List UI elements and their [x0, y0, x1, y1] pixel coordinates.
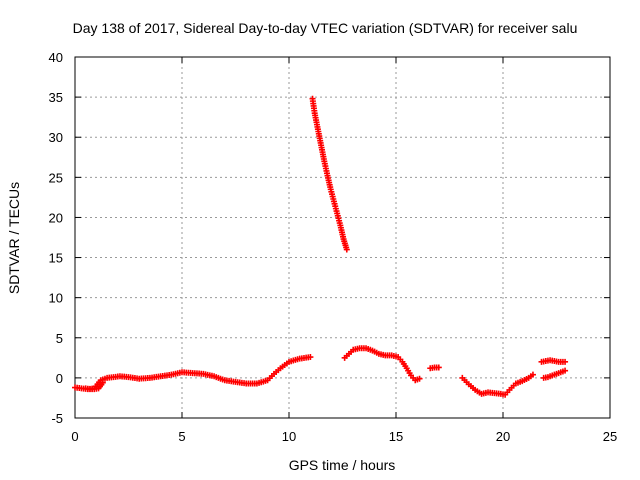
data-point — [307, 354, 314, 361]
y-tick-label: 40 — [49, 50, 63, 65]
series-segment-midday — [341, 345, 423, 384]
y-tick-label: 20 — [49, 210, 63, 225]
grid — [75, 57, 610, 418]
y-tick-label: -5 — [51, 411, 63, 426]
y-tick-label: 35 — [49, 90, 63, 105]
data-point — [416, 375, 423, 382]
series-segment-early-morning — [72, 354, 314, 393]
series-segment-evening — [459, 371, 536, 398]
series-segment-early-dip — [82, 379, 106, 393]
y-tick-label: 5 — [56, 331, 63, 346]
y-tick-label: 10 — [49, 291, 63, 306]
y-tick-label: 25 — [49, 170, 63, 185]
x-tick-label: 20 — [496, 429, 510, 444]
plot-frame — [74, 56, 611, 419]
series-segment-late-afternoon — [427, 364, 442, 372]
data-point — [562, 367, 569, 374]
series-segment-late-upper — [538, 357, 569, 365]
x-axis-title: GPS time / hours — [289, 457, 396, 473]
y-axis-title: SDTVAR / TECUs — [6, 182, 22, 294]
y-tick-label: 0 — [56, 371, 63, 386]
chart-title: Day 138 of 2017, Sidereal Day-to-day VTE… — [73, 20, 578, 36]
series-segment-spike — [309, 95, 350, 253]
x-tick-label: 15 — [389, 429, 403, 444]
x-tick-label: 25 — [603, 429, 617, 444]
data-point — [99, 379, 106, 386]
axis-ticks: 0 5 10 15 20 25 -5 0 5 10 15 20 25 30 35 40 — [49, 50, 618, 444]
x-tick-label: 0 — [71, 429, 78, 444]
data-point — [562, 358, 569, 365]
data-markers — [72, 95, 569, 398]
data-point — [529, 371, 536, 378]
x-tick-label: 10 — [282, 429, 296, 444]
y-tick-label: 30 — [49, 130, 63, 145]
data-point — [435, 364, 442, 371]
data-point — [343, 246, 350, 253]
y-tick-label: 15 — [49, 251, 63, 266]
series-segment-late-lower — [540, 367, 569, 381]
x-tick-label: 5 — [178, 429, 185, 444]
